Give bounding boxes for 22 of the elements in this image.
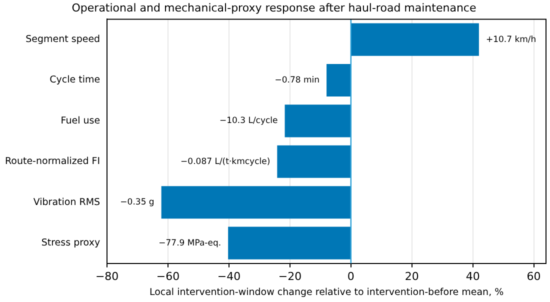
x-tick-label: 20 [404,270,419,283]
annotation: −0.78 min [274,75,320,86]
x-tick-label: 60 [526,270,541,283]
annotation: +10.7 km/h [486,34,536,45]
y-tick-label: Fuel use [60,115,100,126]
x-tick-label: −80 [95,270,119,283]
x-tick-label: 40 [466,270,480,283]
annotation: −0.087 L/(t·kmcycle) [180,156,270,167]
x-axis-title: Local intervention-window change relative to intervention-before mean, % [149,286,504,298]
x-tick-label: −20 [278,270,302,283]
x-tick-label: −60 [156,270,180,283]
y-tick-label: Stress proxy [41,238,100,249]
annotation: −10.3 L/cycle [219,116,278,126]
annotation: −77.9 MPa-eq. [158,238,222,248]
y-tick-label: Segment speed [26,34,100,46]
y-tick-label: Vibration RMS [33,196,100,208]
x-tick-label: 0 [347,270,354,283]
y-tick-label: Route-normalized FI [4,156,100,168]
annotation: −0.35 g [120,198,154,208]
x-tick-label: −40 [217,270,241,283]
y-tick-label: Cycle time [50,74,100,86]
chart-title: Operational and mechanical-proxy response after haul-road maintenance [72,1,476,14]
